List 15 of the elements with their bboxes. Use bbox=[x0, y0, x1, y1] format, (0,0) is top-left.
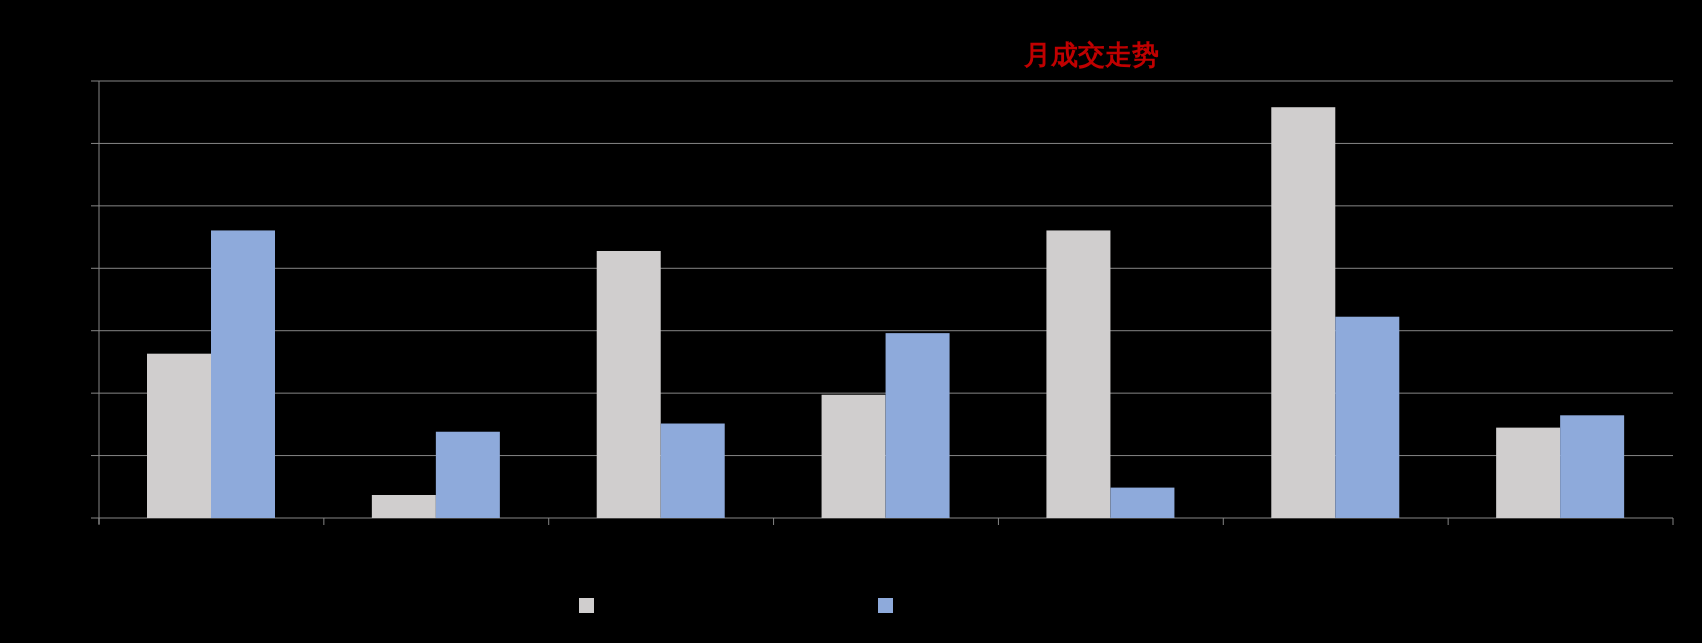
bar bbox=[1335, 316, 1400, 518]
bar bbox=[1496, 427, 1561, 518]
bar bbox=[1046, 230, 1111, 518]
bar bbox=[596, 250, 661, 518]
bar bbox=[147, 353, 211, 518]
bar bbox=[1560, 415, 1625, 518]
bar bbox=[660, 423, 725, 518]
bar bbox=[371, 495, 436, 518]
bar bbox=[885, 333, 950, 518]
bar bbox=[821, 394, 886, 518]
bar bbox=[435, 431, 500, 518]
bar bbox=[1110, 487, 1175, 518]
bar bbox=[1271, 107, 1336, 518]
chart-title: 月成交走势 bbox=[1022, 39, 1159, 70]
bar bbox=[211, 230, 275, 518]
